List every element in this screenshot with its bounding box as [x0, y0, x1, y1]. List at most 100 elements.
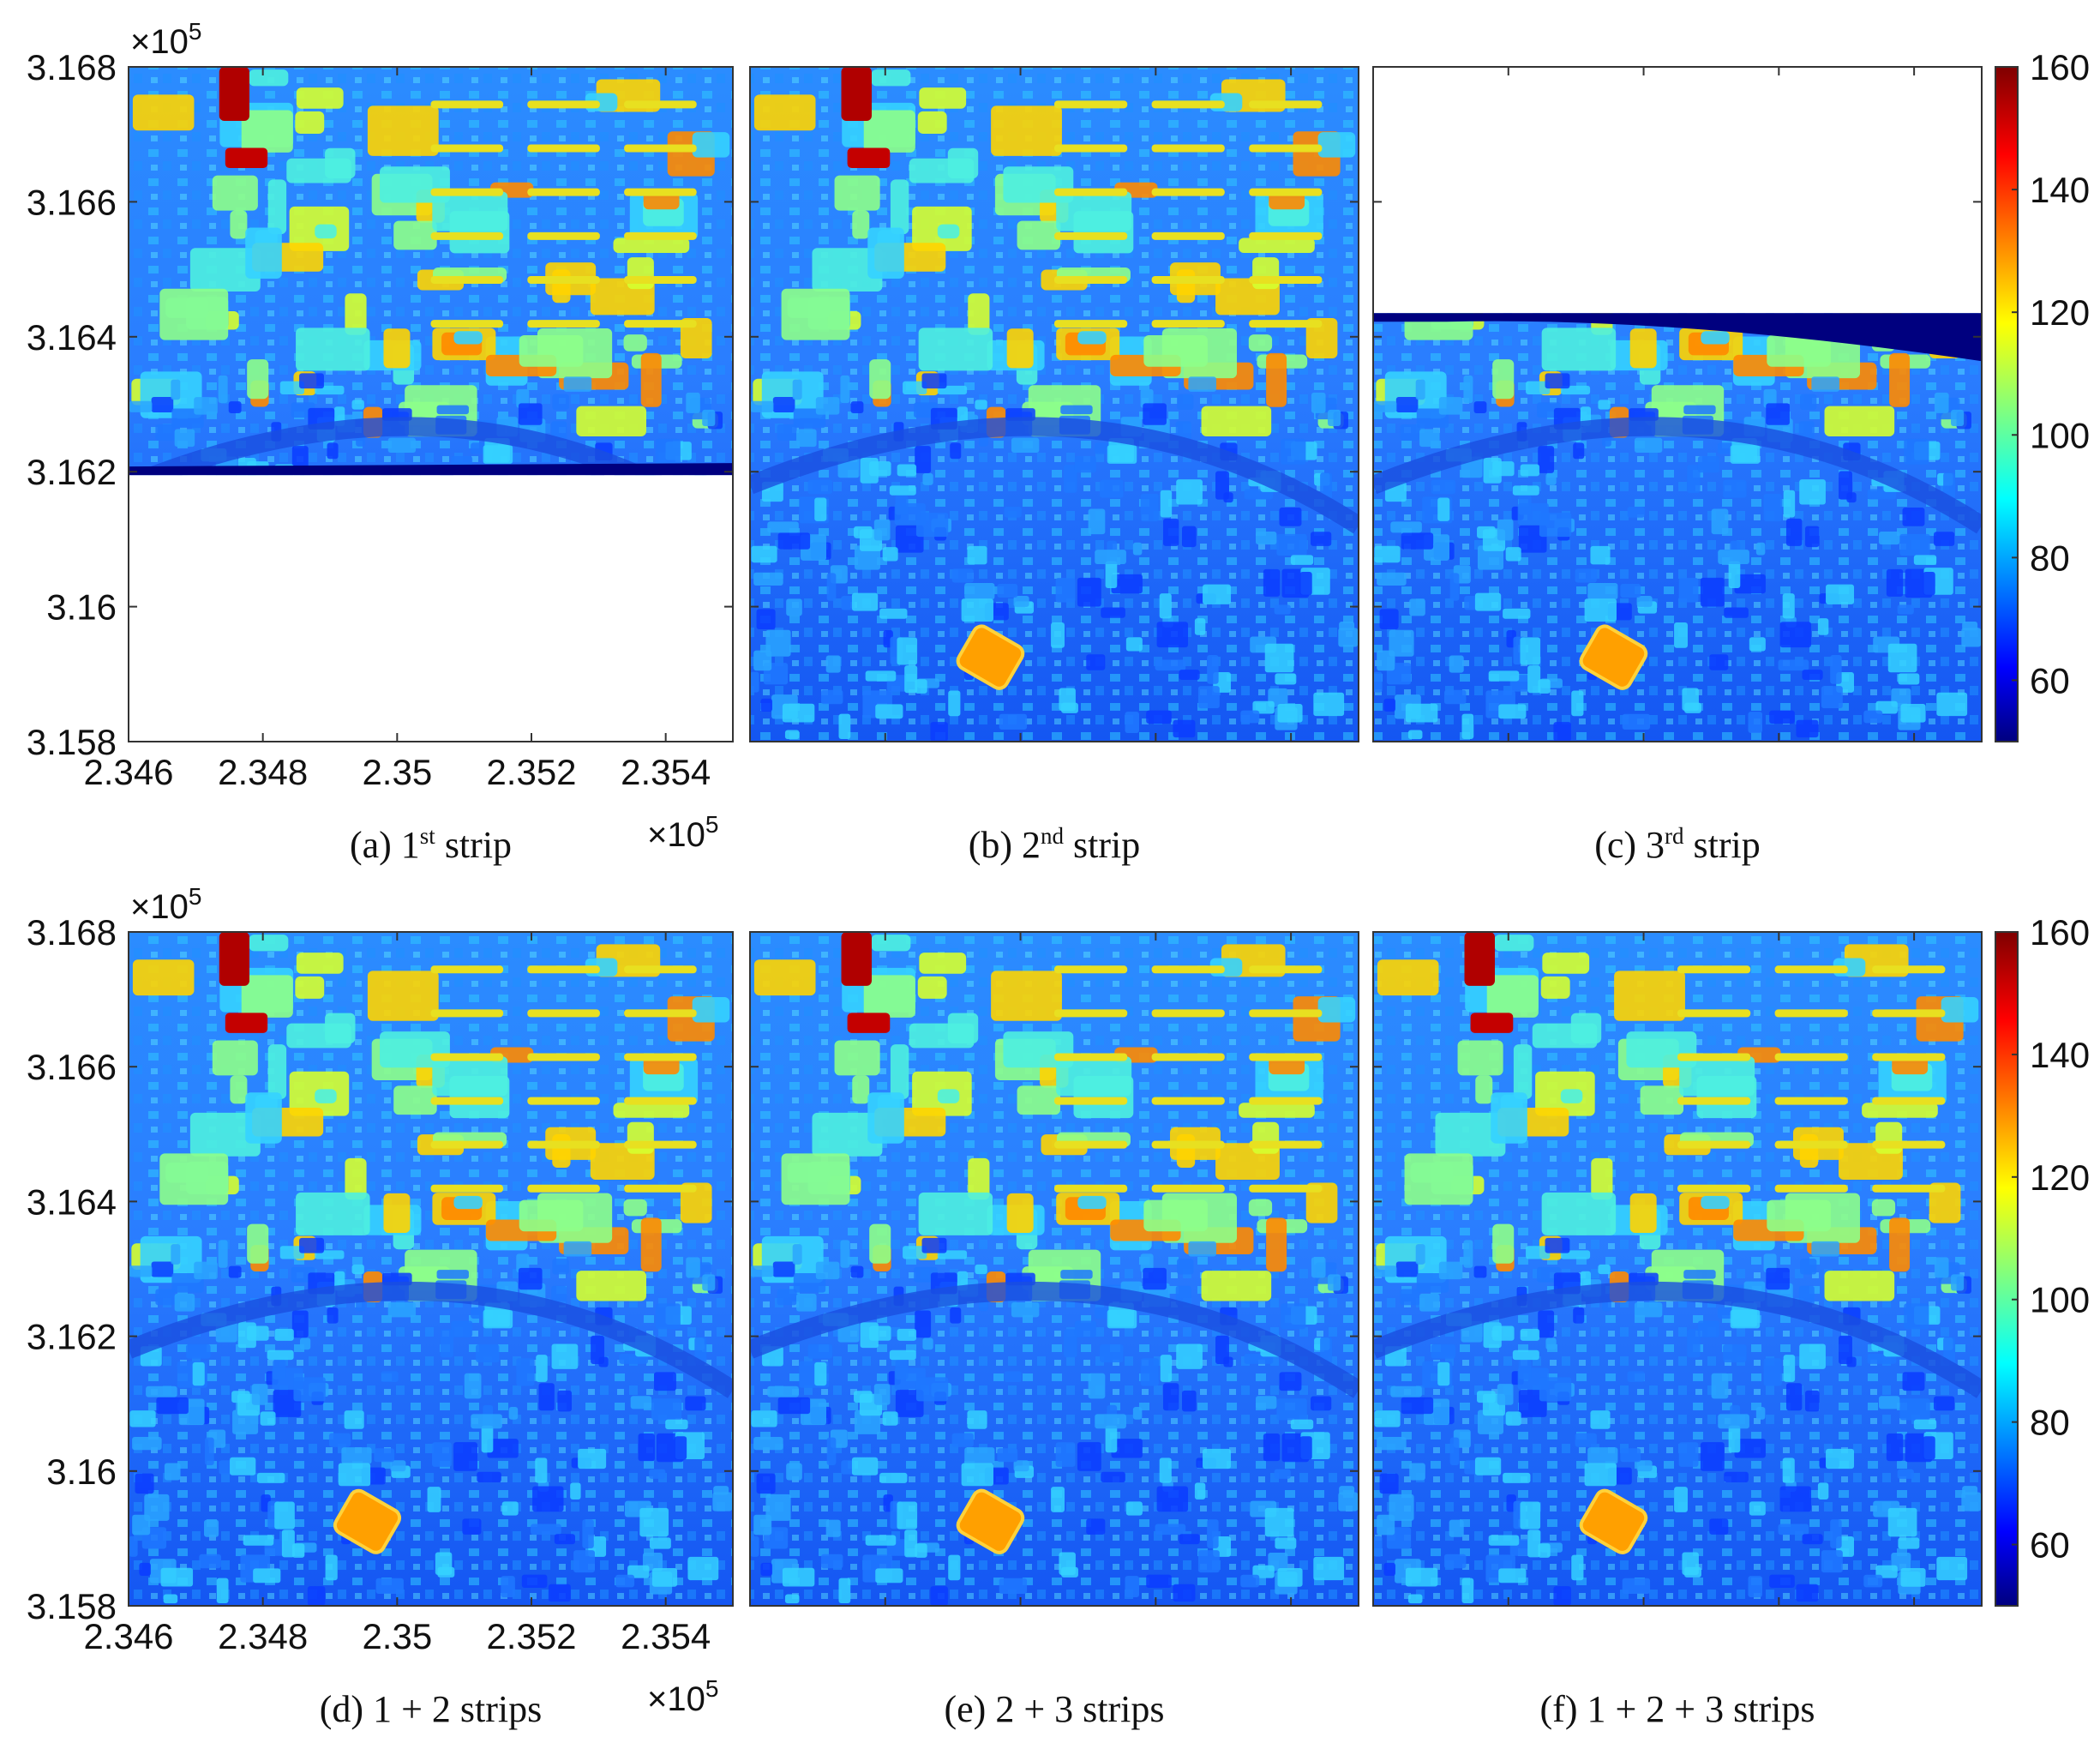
- house-mark: [807, 1343, 833, 1359]
- building-mark: [1143, 335, 1208, 367]
- panel-f: (f) 1 + 2 + 3 strips: [1372, 931, 1983, 1730]
- tall-building-mark: [225, 1013, 268, 1033]
- tall-building-mark: [847, 1013, 891, 1033]
- house-mark: [627, 1565, 650, 1578]
- building-mark: [1269, 191, 1305, 210]
- house-mark: [129, 546, 155, 562]
- house-mark: [1290, 1419, 1314, 1430]
- house-mark: [228, 401, 242, 414]
- house-mark: [1175, 421, 1191, 442]
- heatmap-image: [129, 67, 733, 718]
- house-mark: [1437, 1361, 1450, 1386]
- house-mark: [536, 490, 547, 518]
- house-mark: [1904, 438, 1929, 465]
- building-mark: [1560, 1089, 1583, 1103]
- house-mark: [150, 694, 177, 718]
- caption-text: strip: [435, 824, 512, 866]
- house-mark: [1936, 692, 1968, 717]
- building-mark: [1404, 1153, 1473, 1205]
- house-mark: [1140, 1253, 1154, 1273]
- building-row-mark: [1774, 1184, 1848, 1193]
- building-row-mark: [430, 1097, 504, 1105]
- building-mark: [1487, 110, 1539, 152]
- house-mark: [865, 1535, 897, 1546]
- building-row-mark: [527, 965, 600, 974]
- panel-caption: (d) 1 + 2 strips: [320, 1688, 542, 1730]
- axes-box: [128, 66, 734, 742]
- house-mark: [1175, 1285, 1191, 1306]
- colorbar-tick-label: 120: [2030, 1157, 2090, 1198]
- house-mark: [174, 429, 195, 448]
- house-mark: [139, 1562, 151, 1577]
- house-mark: [160, 1567, 194, 1587]
- building-mark: [1248, 1199, 1273, 1217]
- building-mark: [1056, 1056, 1132, 1097]
- house-mark: [1526, 381, 1551, 395]
- house-mark: [751, 1410, 777, 1427]
- house-mark: [1769, 1574, 1795, 1588]
- house-mark: [1934, 532, 1955, 546]
- house-mark: [208, 565, 225, 583]
- house-mark: [1449, 573, 1460, 601]
- house-mark: [1188, 1241, 1216, 1257]
- building-mark: [1941, 132, 1979, 157]
- house-mark: [961, 1463, 993, 1487]
- house-mark: [1383, 1562, 1396, 1577]
- house-mark: [1379, 609, 1399, 629]
- house-mark: [427, 1487, 441, 1512]
- house-mark: [922, 473, 933, 485]
- building-row-mark: [1249, 188, 1323, 196]
- house-mark: [1111, 574, 1143, 594]
- house-mark: [338, 1463, 371, 1487]
- tall-building-mark: [1470, 1013, 1514, 1033]
- building-mark: [968, 1157, 990, 1200]
- house-mark: [440, 1329, 453, 1358]
- building-mark: [680, 317, 712, 358]
- house-mark: [1379, 1473, 1399, 1494]
- house-mark: [1060, 405, 1093, 415]
- caption-text: (f) 1 + 2 + 3 strips: [1540, 1688, 1815, 1730]
- building-mark: [812, 1112, 883, 1157]
- house-mark: [875, 1568, 903, 1584]
- house-mark: [1682, 688, 1699, 711]
- house-mark: [462, 1518, 482, 1535]
- building-row-mark: [1774, 1053, 1848, 1061]
- building-mark: [1056, 191, 1132, 231]
- house-mark: [964, 1447, 995, 1464]
- house-mark: [1602, 1300, 1611, 1312]
- building-mark: [1201, 406, 1272, 437]
- building-mark: [1465, 103, 1539, 147]
- house-mark: [756, 609, 776, 629]
- house-mark: [327, 1307, 339, 1324]
- house-mark: [370, 663, 385, 676]
- house-mark: [356, 1300, 365, 1312]
- house-mark: [243, 1535, 274, 1546]
- house-mark: [1223, 492, 1233, 503]
- house-mark: [1077, 1442, 1101, 1471]
- building-mark: [367, 971, 439, 1021]
- house-mark: [281, 1530, 295, 1558]
- house-mark: [453, 1442, 477, 1471]
- building-row-mark: [1872, 189, 1945, 196]
- house-mark: [1374, 545, 1401, 563]
- house-mark: [151, 1261, 174, 1277]
- house-mark: [436, 1270, 469, 1279]
- building-mark: [249, 935, 289, 952]
- building-mark: [627, 1121, 654, 1154]
- house-mark: [451, 1320, 473, 1337]
- house-mark: [1473, 401, 1487, 414]
- building-row-mark: [430, 320, 504, 328]
- house-mark: [293, 513, 325, 537]
- building-mark: [1793, 262, 1844, 295]
- building-mark: [247, 1223, 269, 1264]
- axes-box: [749, 66, 1359, 742]
- house-mark: [1194, 1482, 1206, 1500]
- house-mark: [1252, 700, 1275, 714]
- house-mark: [572, 593, 591, 604]
- house-mark: [1728, 1425, 1741, 1453]
- house-mark: [854, 545, 881, 570]
- house-mark: [1602, 436, 1611, 447]
- house-mark: [261, 630, 270, 647]
- house-mark: [390, 1460, 406, 1472]
- house-mark: [1162, 518, 1179, 546]
